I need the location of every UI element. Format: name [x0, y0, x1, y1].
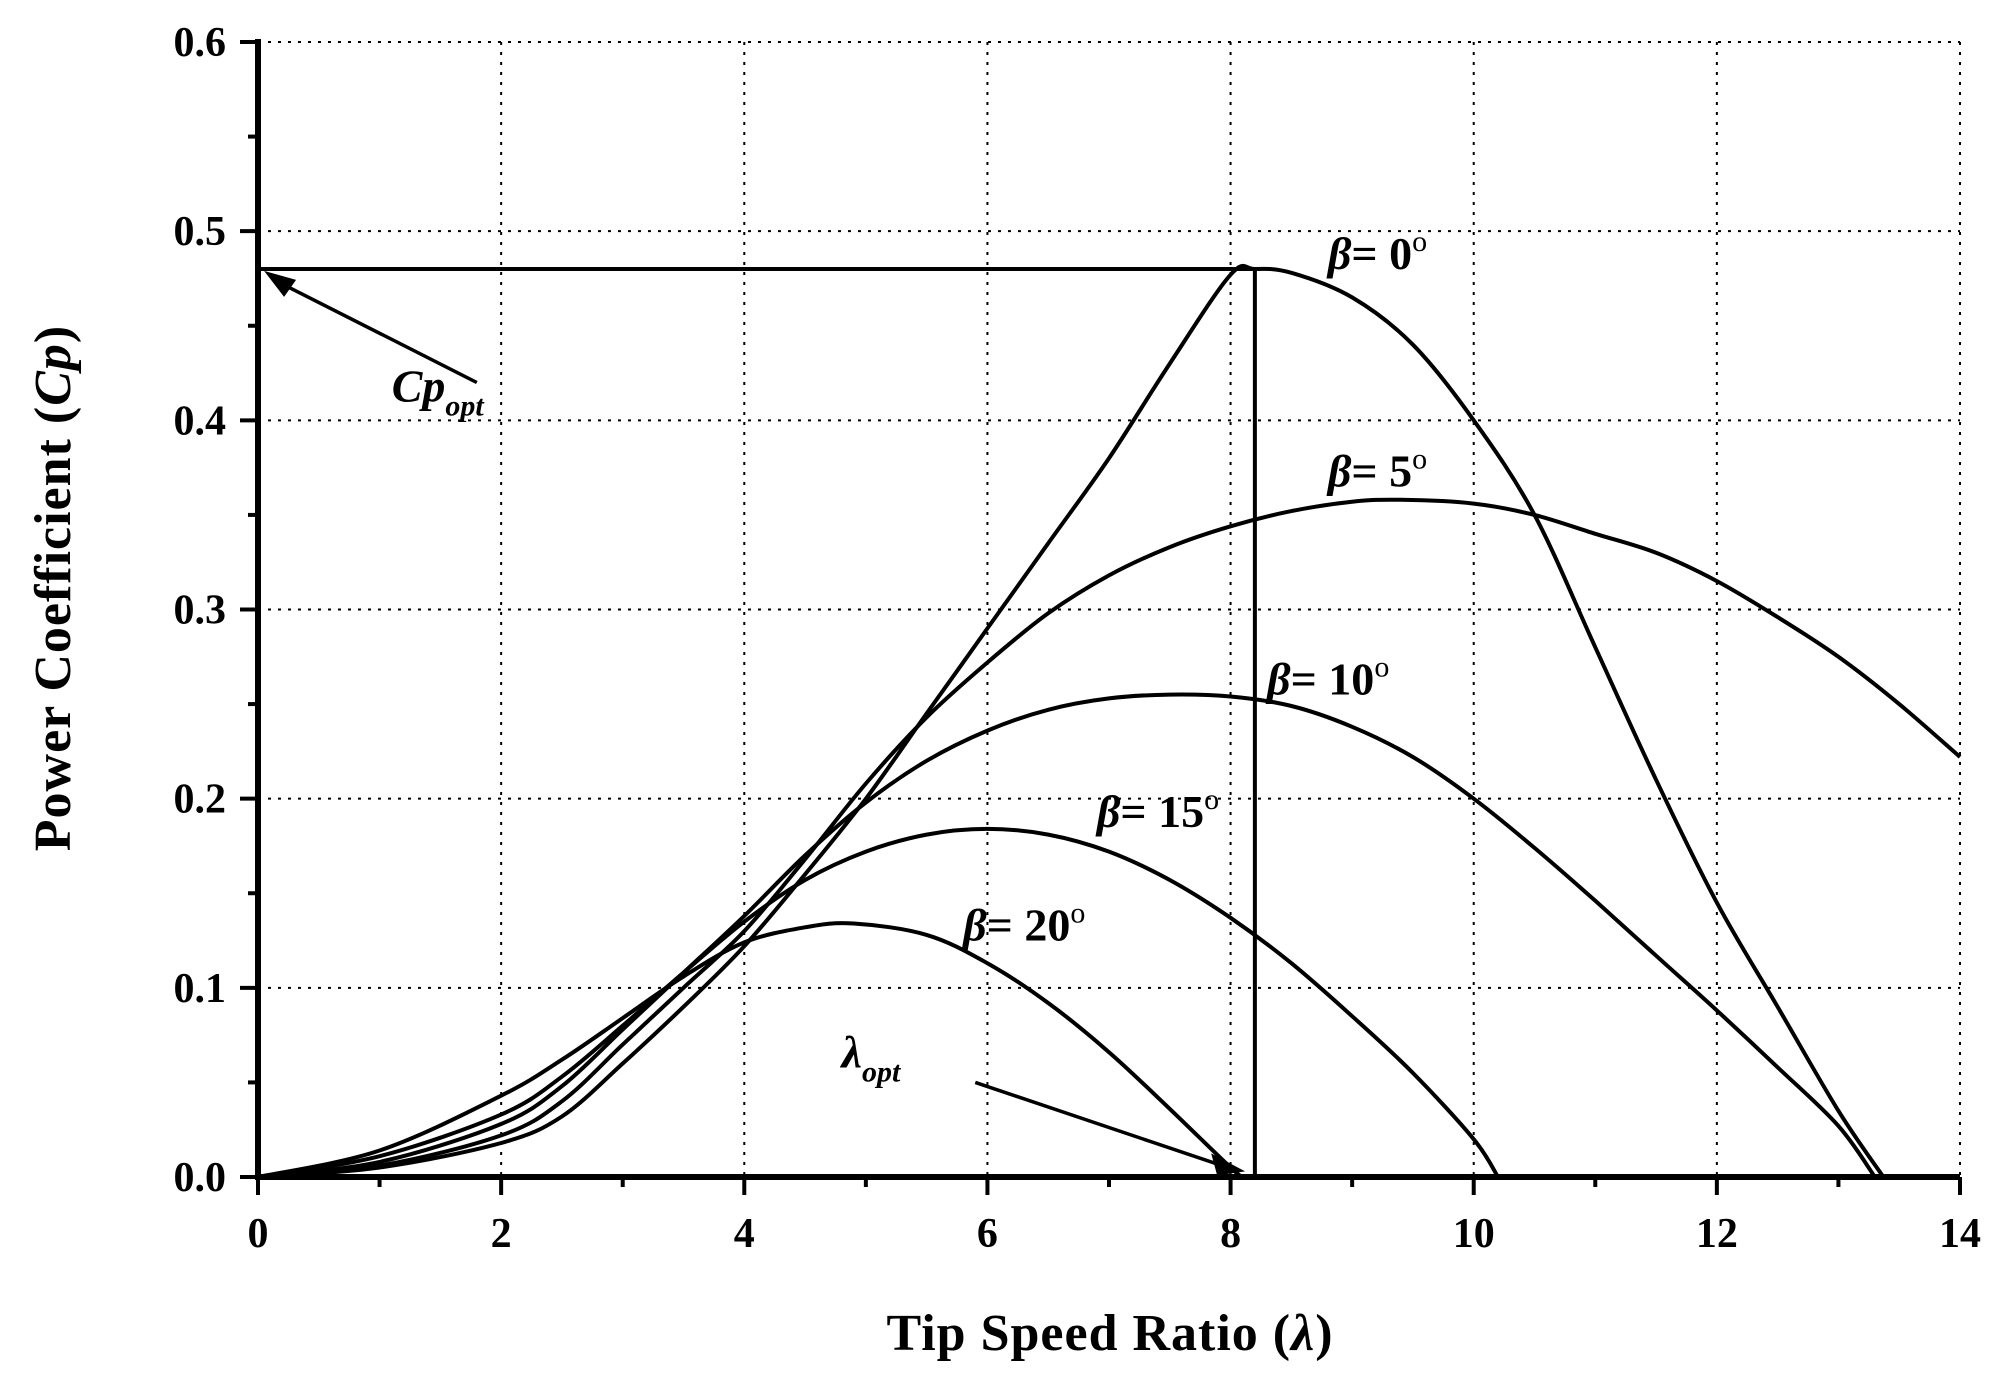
axis-ticks [240, 40, 1962, 1195]
label-beta-5: β= 5o [1326, 443, 1427, 497]
y-tick-label: 0.5 [174, 209, 227, 255]
curve-beta-0 [257, 264, 1886, 1179]
y-tick-label: 0.2 [174, 777, 227, 823]
x-tick-label: 0 [248, 1211, 269, 1257]
y-tick-label: 0.6 [174, 20, 227, 66]
curve-beta-5 [257, 497, 1962, 1179]
y-tick-label: 0.3 [174, 588, 227, 634]
curve-beta-15 [257, 826, 1500, 1179]
lambda-opt-arrowhead [1211, 1153, 1246, 1176]
annotations: Cpopt λopt [264, 270, 1246, 1176]
cp-opt-label: Cpopt [392, 360, 486, 422]
grid-lines [258, 41, 1961, 1177]
x-tick-label: 10 [1453, 1211, 1495, 1257]
cp-opt-arrow [283, 283, 478, 385]
reference-lines [258, 267, 1257, 1177]
x-tick-label: 14 [1939, 1211, 1981, 1257]
x-tick-label: 12 [1696, 1211, 1738, 1257]
curve-labels: β= 0o β= 5o β= 10o β= 15o β= 20o [961, 225, 1427, 951]
lambda-opt-label: λopt [840, 1026, 902, 1088]
label-beta-10: β= 10o [1265, 651, 1389, 705]
curve-beta-10 [257, 692, 1877, 1179]
y-tick-label: 0.1 [174, 966, 227, 1012]
label-beta-15: β= 15o [1095, 783, 1219, 837]
cp-opt-arrowhead [264, 270, 297, 297]
label-beta-0: β= 0o [1326, 225, 1427, 279]
x-tick-label: 4 [734, 1211, 755, 1257]
x-tick-label: 2 [491, 1211, 512, 1257]
tick-labels: 0 2 4 6 8 10 12 14 0.0 0.1 0.2 0.3 0.4 0.5 0.6 [174, 20, 1982, 1257]
cp-curves [257, 264, 1962, 1179]
y-tick-label: 0.0 [174, 1155, 227, 1201]
x-tick-label: 8 [1220, 1211, 1241, 1257]
curve-beta-20 [257, 921, 1244, 1179]
x-axis-title: Tip Speed Ratio (λ) [886, 1305, 1333, 1362]
y-tick-label: 0.4 [174, 398, 227, 444]
lambda-opt-arrow [974, 1080, 1222, 1167]
label-beta-20: β= 20o [961, 897, 1085, 951]
y-axis-title: Power Coefficient (Cp) [25, 325, 82, 851]
x-tick-label: 6 [977, 1211, 998, 1257]
